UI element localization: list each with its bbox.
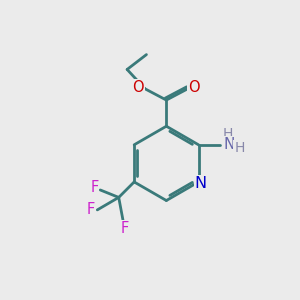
Text: H: H [223,127,233,140]
Text: O: O [188,80,200,95]
Text: F: F [87,202,95,217]
Text: N: N [223,137,235,152]
Text: N: N [195,176,207,191]
Text: F: F [121,221,129,236]
Text: F: F [90,180,98,195]
Text: O: O [133,80,144,95]
Text: H: H [234,141,245,155]
